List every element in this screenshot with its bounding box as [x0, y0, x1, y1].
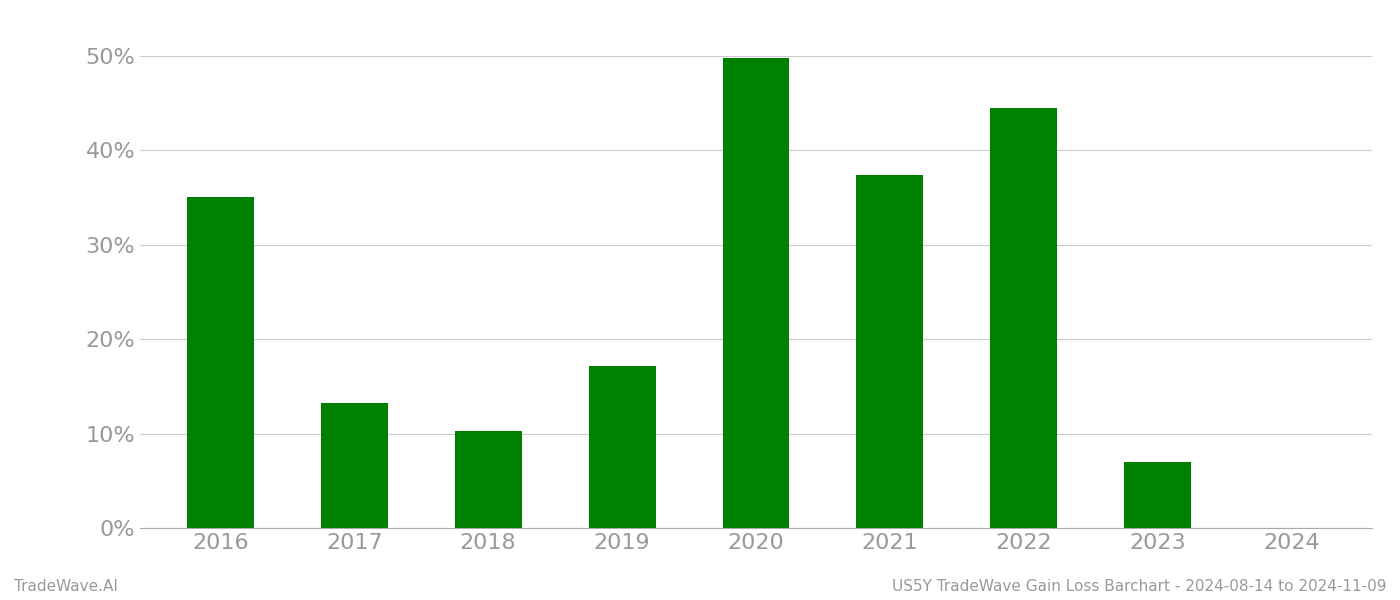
Bar — [321, 403, 388, 528]
Bar — [722, 58, 790, 528]
Bar — [186, 197, 253, 528]
Bar — [588, 365, 655, 528]
Text: US5Y TradeWave Gain Loss Barchart - 2024-08-14 to 2024-11-09: US5Y TradeWave Gain Loss Barchart - 2024… — [892, 579, 1386, 594]
Bar — [990, 108, 1057, 528]
Bar — [857, 175, 924, 528]
Bar — [1124, 462, 1191, 528]
Text: TradeWave.AI: TradeWave.AI — [14, 579, 118, 594]
Bar — [455, 431, 522, 528]
